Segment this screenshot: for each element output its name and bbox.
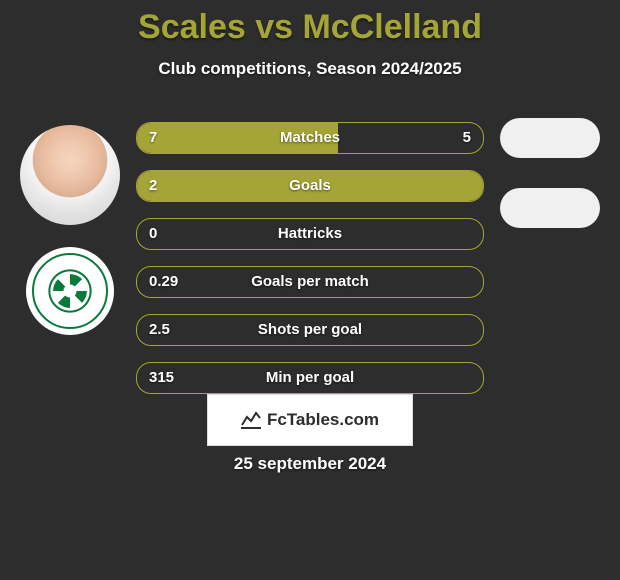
stat-label: Matches (137, 123, 483, 153)
stat-right-value: 5 (463, 123, 471, 153)
brand-attribution: FcTables.com (207, 394, 413, 446)
stat-row: 2Goals (136, 170, 484, 202)
stat-row: 315Min per goal (136, 362, 484, 394)
stat-row: 7Matches5 (136, 122, 484, 154)
stat-row: 2.5Shots per goal (136, 314, 484, 346)
page-title: Scales vs McClelland (0, 0, 620, 47)
player-right-avatar-placeholder (500, 118, 600, 158)
player-left-club-badge (26, 247, 114, 335)
stat-label: Hattricks (137, 219, 483, 249)
date-text: 25 september 2024 (0, 454, 620, 474)
stat-label: Shots per goal (137, 315, 483, 345)
subtitle: Club competitions, Season 2024/2025 (0, 59, 620, 79)
player-left-column (10, 125, 130, 335)
infographic-container: Scales vs McClelland Club competitions, … (0, 0, 620, 580)
stat-label: Goals (137, 171, 483, 201)
brand-text: FcTables.com (267, 410, 379, 430)
player-right-club-placeholder (500, 188, 600, 228)
chart-icon (241, 411, 261, 429)
player-right-column (490, 118, 610, 228)
player-left-avatar (20, 125, 120, 225)
stat-label: Goals per match (137, 267, 483, 297)
stat-row: 0Hattricks (136, 218, 484, 250)
stat-label: Min per goal (137, 363, 483, 393)
stats-bar-chart: 7Matches5 2Goals 0Hattricks 0.29Goals per m… (136, 122, 484, 410)
celtic-badge-icon (32, 253, 108, 329)
stat-row: 0.29Goals per match (136, 266, 484, 298)
